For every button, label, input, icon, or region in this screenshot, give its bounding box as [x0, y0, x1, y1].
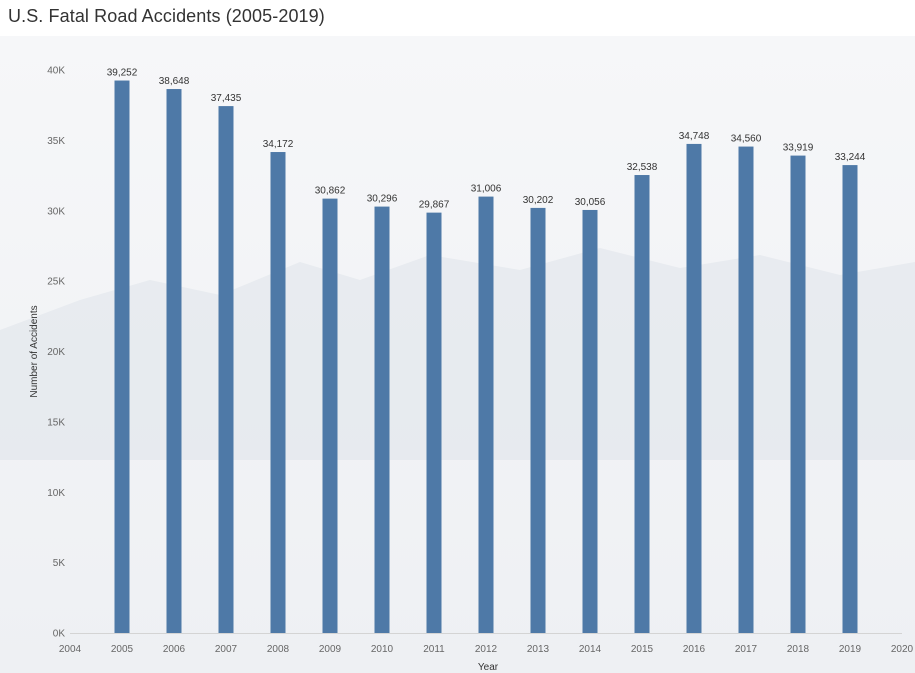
x-tick-label: 2009: [319, 644, 342, 655]
y-tick-label: 40K: [47, 66, 65, 77]
data-label-2018: 33,919: [783, 143, 814, 154]
x-tick-label: 2004: [59, 644, 82, 655]
x-tick-label: 2017: [735, 644, 758, 655]
y-tick-label: 0K: [53, 629, 66, 640]
data-label-2014: 30,056: [575, 197, 606, 208]
bar-2014[interactable]: [582, 209, 598, 634]
chart-title: U.S. Fatal Road Accidents (2005-2019): [8, 6, 325, 26]
x-axis-title: Year: [478, 662, 499, 673]
bar-2013[interactable]: [530, 207, 546, 633]
x-tick-label: 2010: [371, 644, 394, 655]
data-label-2019: 33,244: [835, 152, 866, 163]
bar-2016[interactable]: [686, 143, 702, 633]
y-tick-label: 30K: [47, 206, 65, 217]
x-tick-label: 2012: [475, 644, 498, 655]
data-label-2016: 34,748: [679, 131, 710, 142]
y-tick-label: 15K: [47, 417, 65, 428]
x-tick-label: 2016: [683, 644, 706, 655]
data-label-2012: 31,006: [471, 184, 502, 195]
bar-2006[interactable]: [166, 89, 182, 633]
x-tick-label: 2019: [839, 644, 862, 655]
y-axis-title: Number of Accidents: [29, 305, 40, 397]
data-label-2006: 38,648: [159, 76, 190, 87]
y-tick-label: 10K: [47, 488, 65, 499]
x-tick-label: 2013: [527, 644, 550, 655]
data-label-2013: 30,202: [523, 195, 554, 206]
bar-2011[interactable]: [426, 212, 442, 633]
data-label-2005: 39,252: [107, 68, 138, 79]
x-tick-label: 2014: [579, 644, 602, 655]
x-tick-label: 2005: [111, 644, 134, 655]
x-tick-label: 2018: [787, 644, 810, 655]
data-label-2015: 32,538: [627, 162, 658, 173]
y-tick-label: 20K: [47, 347, 65, 358]
data-label-2008: 34,172: [263, 139, 294, 150]
data-label-2010: 30,296: [367, 194, 398, 205]
data-label-2011: 29,867: [419, 200, 450, 211]
bar-2009[interactable]: [322, 198, 338, 633]
x-tick-label: 2011: [423, 644, 445, 655]
x-tick-label: 2006: [163, 644, 186, 655]
bar-2018[interactable]: [790, 155, 806, 633]
bar-2005[interactable]: [114, 80, 130, 634]
bar-2010[interactable]: [374, 206, 390, 633]
bar-2007[interactable]: [218, 106, 234, 634]
y-tick-label: 35K: [47, 136, 65, 147]
bar-2017[interactable]: [738, 146, 754, 633]
x-tick-label: 2020: [891, 644, 914, 655]
bar-2008[interactable]: [270, 152, 286, 633]
data-label-2007: 37,435: [211, 93, 242, 104]
x-tick-label: 2007: [215, 644, 238, 655]
y-tick-label: 5K: [53, 558, 66, 569]
data-label-2017: 34,560: [731, 134, 762, 145]
bar-2019[interactable]: [842, 165, 858, 633]
bar-2015[interactable]: [634, 175, 650, 633]
x-tick-label: 2008: [267, 644, 290, 655]
bar-2012[interactable]: [478, 196, 494, 633]
x-tick-label: 2015: [631, 644, 654, 655]
data-label-2009: 30,862: [315, 186, 346, 197]
y-tick-label: 25K: [47, 277, 65, 288]
